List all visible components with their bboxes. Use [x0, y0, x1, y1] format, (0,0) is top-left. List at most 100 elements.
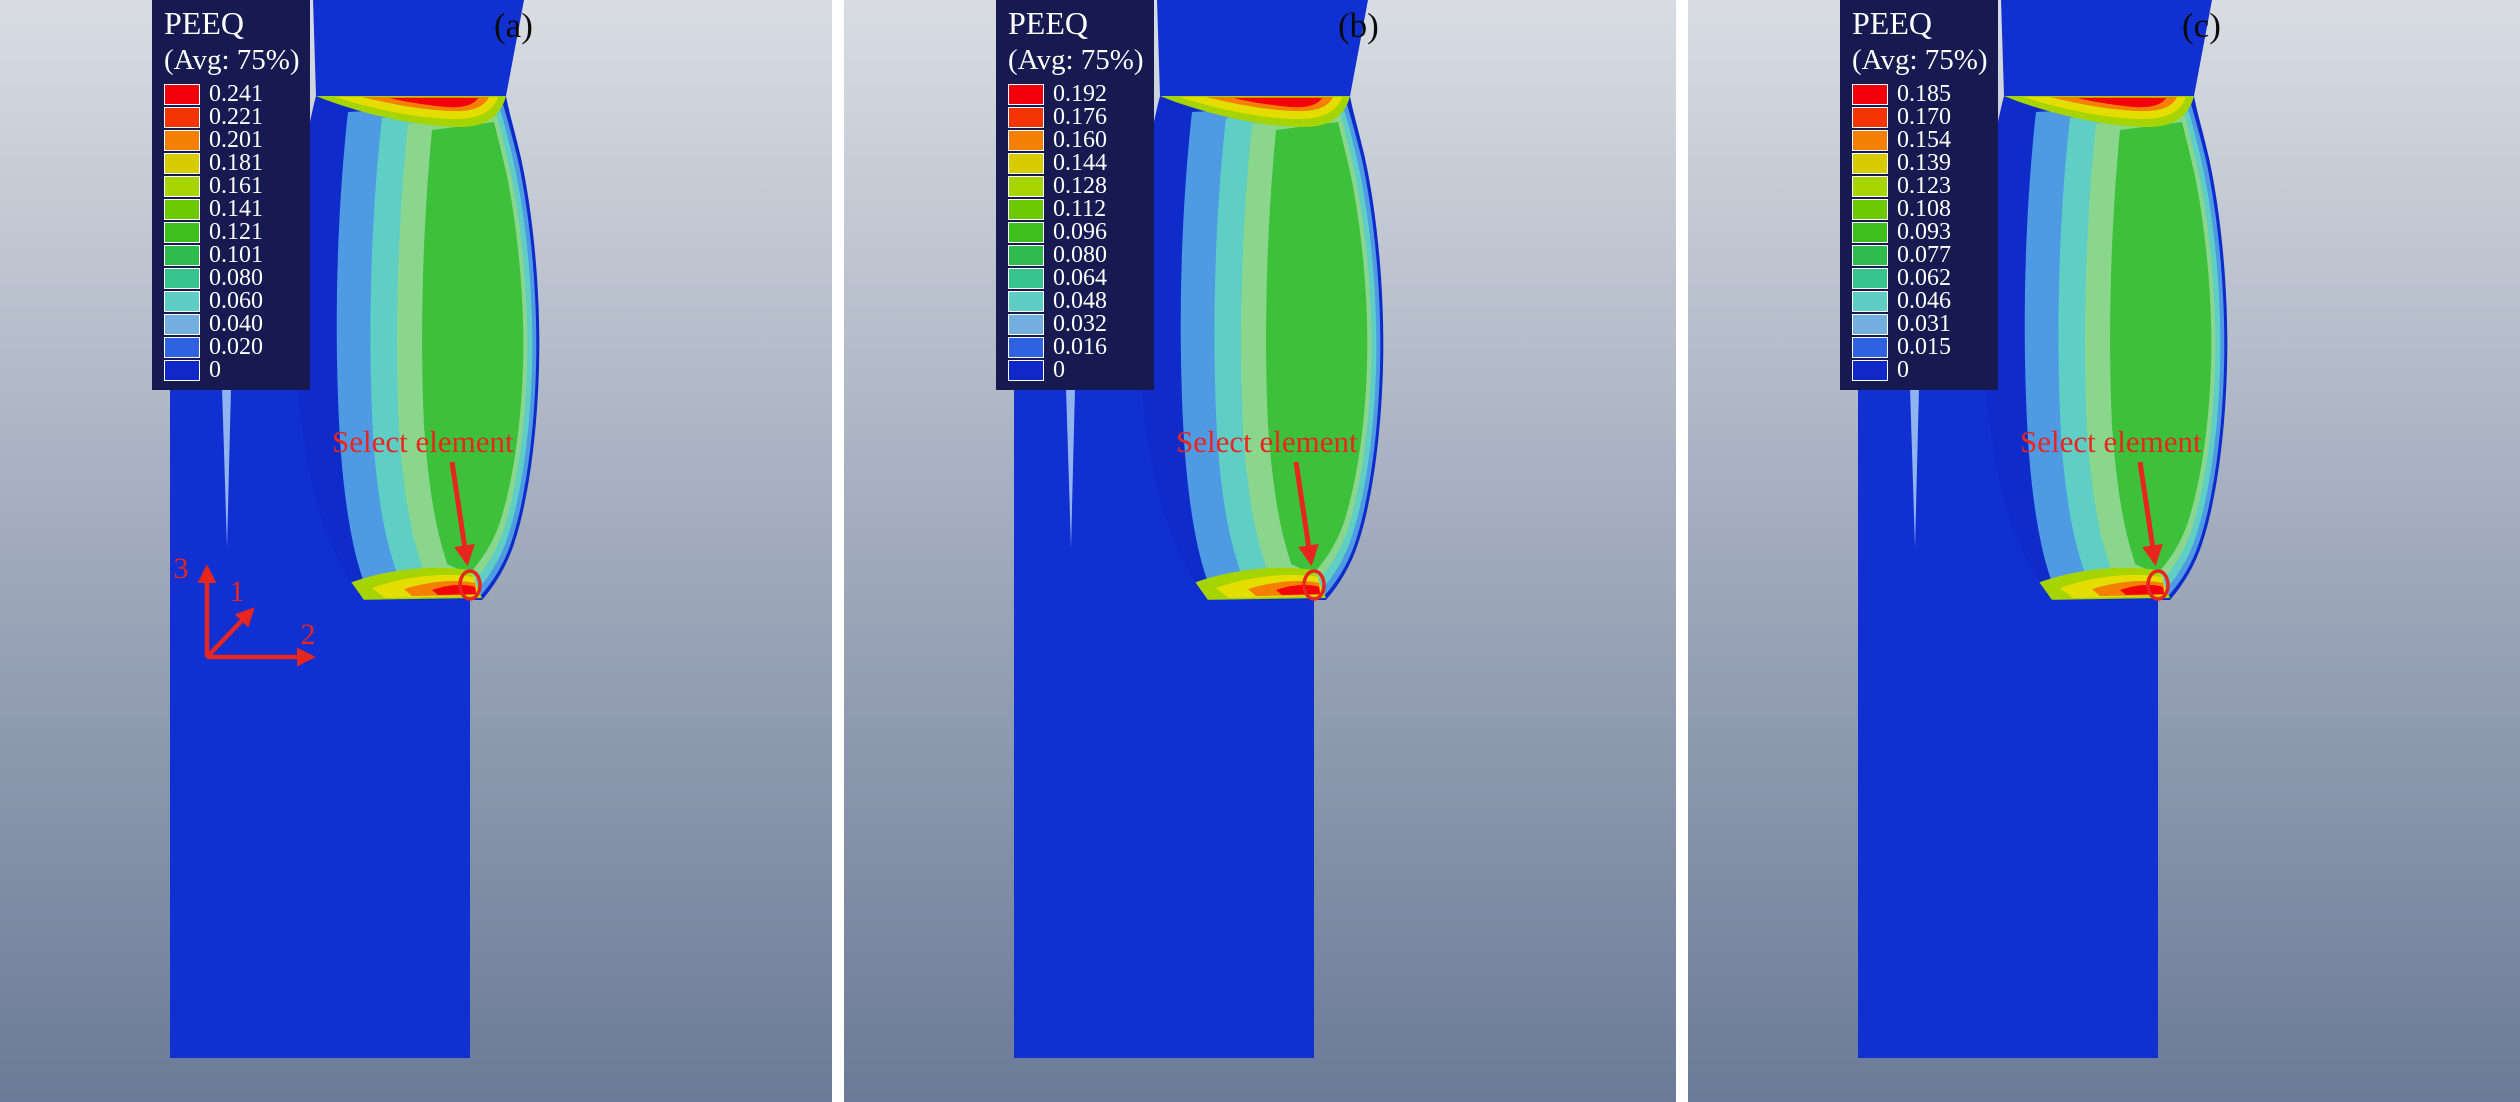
axis-label-3: 3 — [174, 552, 189, 585]
legend-swatch — [1008, 291, 1044, 312]
legend-value: 0.016 — [1053, 334, 1107, 360]
legend-swatch — [1008, 222, 1044, 243]
legend-value: 0.161 — [209, 173, 263, 199]
legend-scale: 0.241 0.221 0.201 0.181 0.161 0.141 0.12… — [164, 81, 310, 382]
legend-row: 0.192 — [1008, 82, 1154, 106]
legend-value: 0.176 — [1053, 104, 1107, 130]
axis-1-arrow — [205, 607, 255, 659]
legend-swatch — [1852, 360, 1888, 381]
scene-svg-c — [1688, 0, 2520, 1102]
legend-value: 0.241 — [209, 81, 263, 107]
legend-value: 0.048 — [1053, 288, 1107, 314]
legend-swatch — [164, 222, 200, 243]
legend-value: 0.020 — [209, 334, 263, 360]
legend-value: 0.062 — [1897, 265, 1951, 291]
legend-row: 0.016 — [1008, 334, 1154, 360]
scene-svg-a: 3 1 2 — [0, 0, 832, 1102]
panel-label: (c) — [2182, 6, 2221, 45]
legend-value: 0.121 — [209, 219, 263, 245]
select-element-label: Select element — [2020, 424, 2202, 459]
legend-row: 0.096 — [1008, 220, 1154, 244]
legend-row: 0.101 — [164, 243, 310, 267]
legend-value: 0.154 — [1897, 127, 1951, 153]
legend-swatch — [164, 314, 200, 335]
legend-value: 0.040 — [209, 311, 263, 337]
legend-swatch — [1008, 153, 1044, 174]
legend-swatch — [1008, 337, 1044, 358]
legend-value: 0 — [1053, 357, 1065, 383]
legend-row: 0.060 — [164, 288, 310, 314]
legend-row: 0.241 — [164, 81, 310, 107]
legend-value: 0.144 — [1053, 150, 1107, 176]
legend-swatch — [1852, 199, 1888, 220]
legend-row: 0 — [164, 358, 310, 382]
legend-swatch — [1852, 291, 1888, 312]
select-element-circle — [458, 569, 482, 601]
legend-swatch — [1852, 176, 1888, 197]
legend-swatch — [1008, 176, 1044, 197]
legend-row: 0.108 — [1852, 196, 1998, 222]
legend-value: 0.112 — [1053, 196, 1107, 222]
select-element-arrow — [449, 461, 482, 601]
legend-row: 0.128 — [1008, 174, 1154, 198]
contour-legend: PEEQ (Avg: 75%) 0.192 0.176 0.160 0.144 … — [996, 0, 1154, 390]
panel-b: PEEQ (Avg: 75%) 0.192 0.176 0.160 0.144 … — [844, 0, 1676, 1102]
legend-row: 0.020 — [164, 334, 310, 360]
legend-value: 0.031 — [1897, 311, 1951, 337]
legend-row: 0.176 — [1008, 104, 1154, 130]
select-element-label: Select element — [332, 424, 514, 459]
legend-swatch — [1008, 199, 1044, 220]
legend-row: 0.170 — [1852, 104, 1998, 130]
legend-row: 0.185 — [1852, 82, 1998, 106]
legend-value: 0.060 — [209, 288, 263, 314]
select-element-circle — [1302, 569, 1326, 601]
legend-row: 0.181 — [164, 151, 310, 175]
legend-row: 0 — [1852, 357, 1998, 383]
legend-value: 0.201 — [209, 127, 263, 153]
legend-swatch — [164, 176, 200, 197]
legend-value: 0.170 — [1897, 104, 1951, 130]
legend-swatch — [1852, 84, 1888, 105]
legend-subtitle: (Avg: 75%) — [1852, 44, 1988, 76]
legend-row: 0.093 — [1852, 219, 1998, 245]
legend-swatch — [164, 84, 200, 105]
legend-swatch — [1852, 337, 1888, 358]
legend-swatch — [1008, 130, 1044, 151]
legend-swatch — [1852, 314, 1888, 335]
legend-value: 0.015 — [1897, 334, 1951, 360]
legend-row: 0.121 — [164, 219, 310, 245]
legend-row: 0.077 — [1852, 242, 1998, 268]
legend-swatch — [164, 268, 200, 289]
legend-value: 0 — [1897, 357, 1909, 383]
legend-swatch — [164, 107, 200, 128]
legend-value: 0.108 — [1897, 196, 1951, 222]
legend-row: 0.139 — [1852, 151, 1998, 175]
legend-swatch — [1008, 360, 1044, 381]
legend-row: 0.201 — [164, 127, 310, 153]
panel-label: (b) — [1338, 6, 1379, 45]
legend-value: 0.080 — [209, 265, 263, 291]
legend-row: 0.144 — [1008, 150, 1154, 176]
select-element-circle — [2146, 569, 2170, 601]
legend-swatch — [1008, 314, 1044, 335]
axis-label-2: 2 — [301, 618, 316, 651]
scene-svg-b — [844, 0, 1676, 1102]
legend-subtitle: (Avg: 75%) — [164, 44, 300, 76]
legend-value: 0.141 — [209, 196, 263, 222]
legend-swatch — [164, 130, 200, 151]
legend-value: 0.160 — [1053, 127, 1107, 153]
legend-swatch — [1852, 268, 1888, 289]
legend-value: 0.093 — [1897, 219, 1951, 245]
legend-value: 0.064 — [1053, 265, 1107, 291]
legend-value: 0.046 — [1897, 288, 1951, 314]
legend-value: 0.123 — [1897, 173, 1951, 199]
legend-row: 0.031 — [1852, 311, 1998, 337]
legend-subtitle: (Avg: 75%) — [1008, 44, 1144, 76]
legend-swatch — [1852, 222, 1888, 243]
legend-row: 0.015 — [1852, 334, 1998, 360]
legend-value: 0.077 — [1897, 242, 1951, 268]
legend-row: 0.154 — [1852, 127, 1998, 153]
axis-label-1: 1 — [230, 575, 245, 608]
legend-row: 0.032 — [1008, 312, 1154, 336]
